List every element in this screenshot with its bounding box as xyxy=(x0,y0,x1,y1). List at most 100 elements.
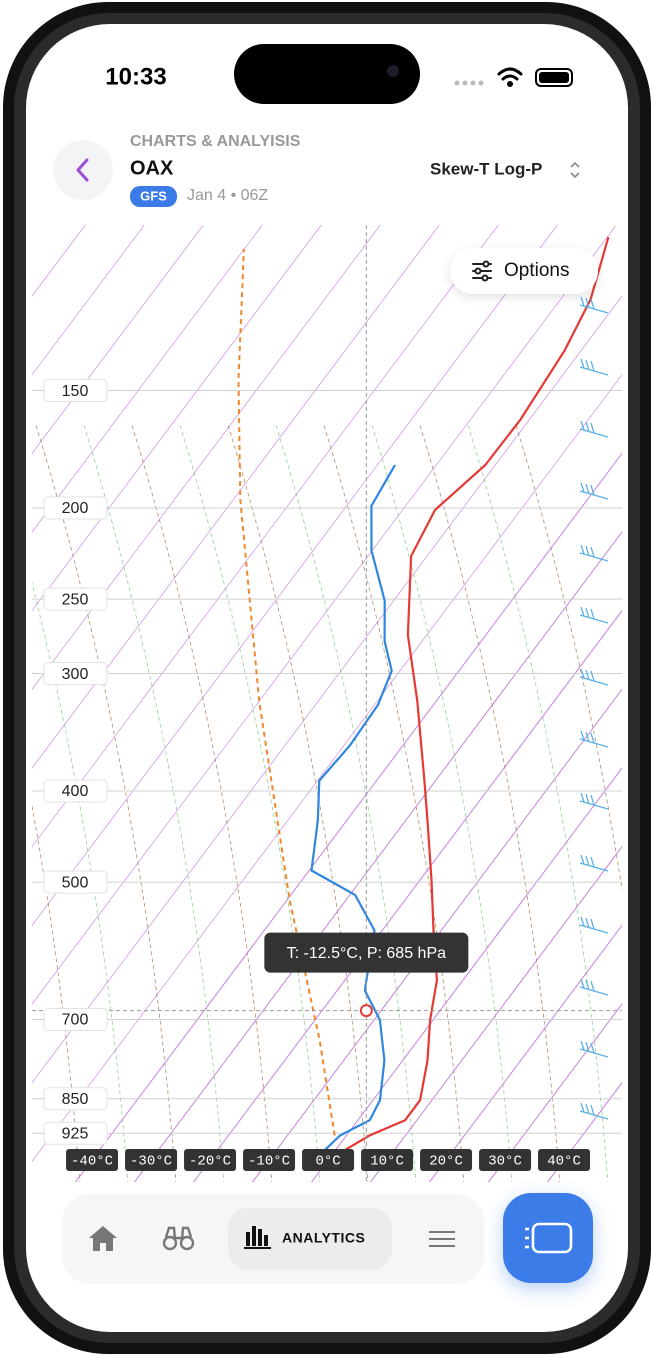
wind-barb xyxy=(579,854,609,872)
isotherm xyxy=(32,224,440,1182)
wind-barb xyxy=(579,420,609,438)
x-tick-label: 0°C xyxy=(315,1154,340,1170)
x-tick-box xyxy=(243,1149,296,1171)
fab-button[interactable] xyxy=(503,1193,593,1283)
profile-line xyxy=(344,236,610,1152)
x-tick-label: -10°C xyxy=(248,1154,290,1170)
y-tick-box xyxy=(43,587,108,611)
wind-barb xyxy=(579,1040,609,1058)
y-tick-label: 250 xyxy=(62,591,89,608)
signal xyxy=(454,80,484,86)
isotherm-grid xyxy=(426,224,622,1182)
chart-type-chevron xyxy=(570,161,580,179)
wind-barb xyxy=(579,358,609,376)
adiabat xyxy=(515,424,622,1182)
adiabat xyxy=(419,424,561,1182)
options-icon xyxy=(472,260,492,282)
x-tick-label: -30°C xyxy=(130,1154,172,1170)
isotherm xyxy=(32,224,622,1182)
y-tick-box xyxy=(43,379,108,403)
model: GFS xyxy=(140,188,167,203)
x-tick-label: 40°C xyxy=(547,1154,581,1170)
battery-level xyxy=(539,72,569,83)
y-tick-label: 400 xyxy=(62,783,89,800)
y-tick-box xyxy=(43,870,108,894)
isotherm-grid xyxy=(485,224,622,1182)
x-tick-box xyxy=(361,1149,414,1171)
analytics-icon xyxy=(244,1226,271,1249)
wind-barb xyxy=(579,668,609,686)
wind-barb xyxy=(579,482,609,500)
analytics-tab[interactable] xyxy=(228,1208,392,1270)
chart-type[interactable]: Skew-T Log-P xyxy=(430,159,542,178)
wind-barb xyxy=(579,916,609,934)
isotherm xyxy=(32,224,558,1182)
y-tick-label: 200 xyxy=(62,500,89,517)
adiabat xyxy=(131,424,273,1182)
profile-line xyxy=(310,464,396,1151)
y-tick-box xyxy=(43,496,108,520)
adiabat xyxy=(371,424,513,1182)
wind-barb xyxy=(579,606,609,624)
x-tick-label: -40°C xyxy=(71,1154,113,1170)
dynamic-island xyxy=(234,44,420,104)
x-tick-box xyxy=(302,1149,355,1171)
station: OAX xyxy=(130,157,174,179)
y-tick-label: 300 xyxy=(62,666,89,683)
wind-barb xyxy=(579,792,609,810)
wifi xyxy=(497,67,523,87)
section-label: CHARTS & ANALYISIS xyxy=(130,133,301,150)
chart-card xyxy=(32,222,622,1182)
options-label: Options xyxy=(504,260,569,281)
x-tick-box xyxy=(125,1149,178,1171)
back-button[interactable] xyxy=(53,140,113,200)
tooltip-box xyxy=(264,932,469,973)
x-tick-label: -20°C xyxy=(189,1154,231,1170)
isotherm xyxy=(32,224,322,1182)
tooltip-text: T: -12.5°C, P: 685 hPa xyxy=(287,945,446,962)
model-badge xyxy=(130,186,177,207)
adiabat xyxy=(467,424,609,1182)
run: Jan 4 • 06Z xyxy=(187,187,268,204)
adiabat xyxy=(83,424,225,1182)
adiabat xyxy=(179,424,321,1182)
y-tick-box xyxy=(43,1087,108,1111)
wind-barb xyxy=(579,544,609,562)
options-button[interactable] xyxy=(450,248,598,294)
x-tick-label: 10°C xyxy=(370,1154,404,1170)
y-tick-box xyxy=(43,1007,108,1031)
x-tick-label: 30°C xyxy=(488,1154,522,1170)
x-tick-box xyxy=(538,1149,591,1171)
back-icon xyxy=(76,158,89,182)
adiabat xyxy=(35,424,177,1182)
wind-barb xyxy=(579,1102,609,1120)
y-tick-label: 700 xyxy=(62,1012,89,1029)
fab-icon xyxy=(525,1222,573,1254)
cursor-marker xyxy=(359,1004,373,1018)
y-tick-box xyxy=(43,779,108,803)
battery xyxy=(535,68,573,87)
isotherm xyxy=(32,224,617,1182)
x-tick-box xyxy=(66,1149,119,1171)
y-tick-label: 500 xyxy=(62,874,89,891)
y-tick-label: 850 xyxy=(62,1091,89,1108)
menu-icon[interactable] xyxy=(429,1231,455,1247)
wind-barb xyxy=(579,296,609,314)
y-tick-box xyxy=(43,1121,108,1145)
isotherm xyxy=(32,224,381,1182)
adiabat xyxy=(32,424,81,1182)
x-tick-box xyxy=(420,1149,473,1171)
isotherm-grid xyxy=(249,224,622,1182)
wind-barb xyxy=(579,978,609,996)
isotherm xyxy=(32,224,263,1182)
analytics-label: ANALYTICS xyxy=(282,1230,365,1246)
binoculars-icon[interactable] xyxy=(162,1226,195,1251)
home-icon[interactable] xyxy=(89,1226,117,1251)
x-tick-box xyxy=(184,1149,237,1171)
wind-barb xyxy=(579,730,609,748)
y-tick-label: 925 xyxy=(62,1125,89,1142)
x-tick-label: 20°C xyxy=(429,1154,463,1170)
isotherm-grid xyxy=(72,224,622,1182)
